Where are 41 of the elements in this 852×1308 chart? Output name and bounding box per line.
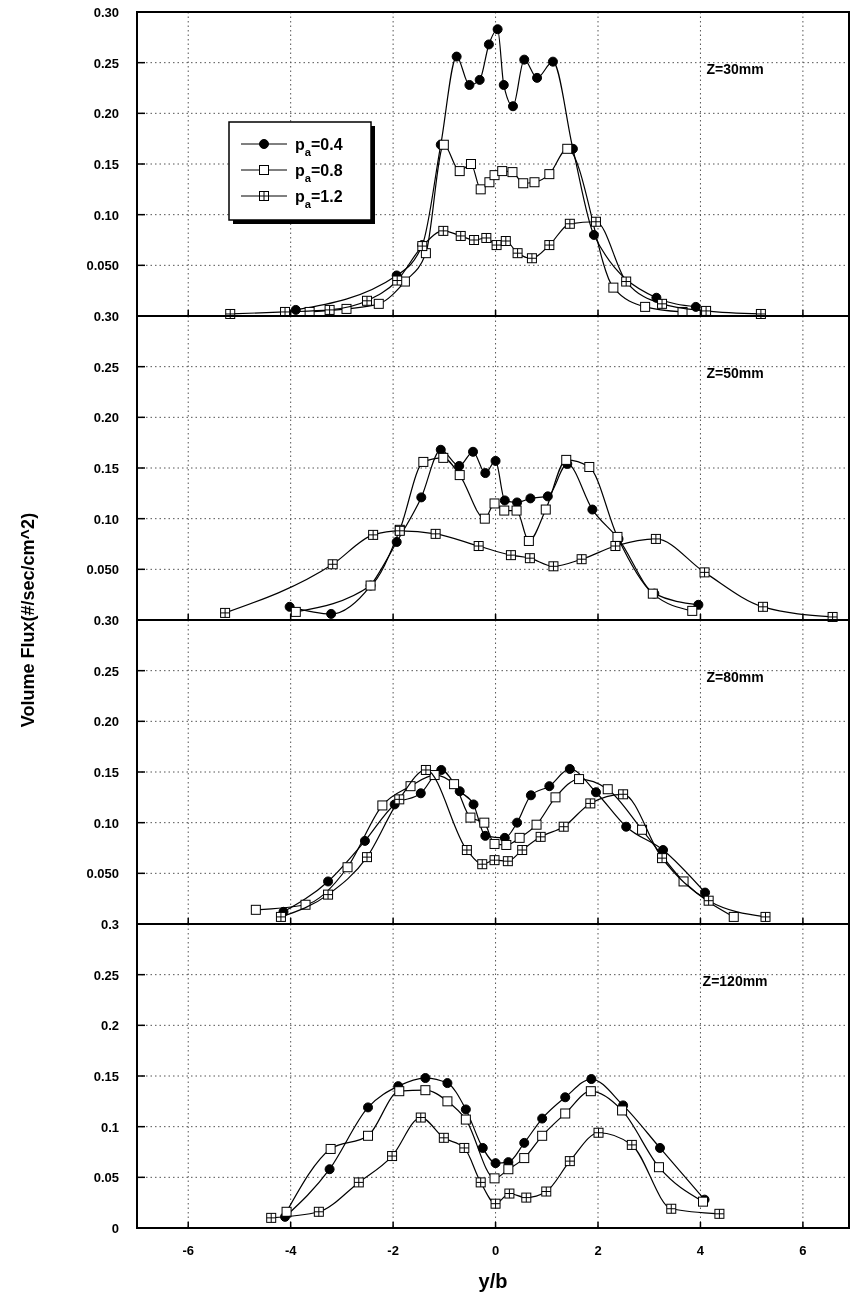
y-tick-label: 0.15 xyxy=(93,157,119,172)
y-tick-label: 0.20 xyxy=(93,106,119,122)
x-tick-label: 6 xyxy=(799,1243,807,1258)
y-tick-label: 0.1 xyxy=(100,1119,119,1135)
annotation: Z=80mm xyxy=(706,669,764,685)
y-tick-label: 0.10 xyxy=(93,511,119,527)
y-tick-label: 0.20 xyxy=(93,410,119,426)
annotation: Z=120mm xyxy=(702,973,768,989)
y-tick-label: 0.25 xyxy=(93,359,119,375)
y-tick-label: 0.30 xyxy=(93,309,119,324)
y-tick-label: 0 xyxy=(111,1221,119,1236)
x-tick-label: 4 xyxy=(696,1243,705,1258)
y-axis-title: Volume Flux(#/sec/cm^2) xyxy=(18,512,38,728)
x-tick-label: -4 xyxy=(284,1243,298,1258)
legend-label: p$_{a}$=1.2 xyxy=(295,188,343,210)
y-tick-label: 0.050 xyxy=(86,866,119,882)
y-tick-label: 0.050 xyxy=(86,258,119,274)
legend-label: p$_{a}$=0.8 xyxy=(295,162,343,184)
y-tick-label: 0.25 xyxy=(93,55,119,71)
y-tick-label: 0.20 xyxy=(93,714,119,730)
annotation: Z=50mm xyxy=(706,365,764,381)
y-tick-label: 0.15 xyxy=(93,1069,119,1084)
x-tick-label: -6 xyxy=(182,1243,194,1258)
y-tick-label: 0.3 xyxy=(100,917,119,932)
y-tick-label: 0.15 xyxy=(93,765,119,780)
y-tick-label: 0.10 xyxy=(93,815,119,831)
y-tick-label: 0.30 xyxy=(93,613,119,628)
x-tick-label: -2 xyxy=(387,1243,399,1258)
y-tick-label: 0.10 xyxy=(93,207,119,223)
y-tick-label: 0.25 xyxy=(93,967,119,983)
annotation: Z=30mm xyxy=(706,61,764,77)
y-tick-label: 0.05 xyxy=(93,1170,119,1186)
x-tick-label: 0 xyxy=(491,1243,500,1258)
x-axis-title: y/b xyxy=(478,1270,508,1292)
y-tick-label: 0.15 xyxy=(93,461,119,476)
y-tick-label: 0.30 xyxy=(93,5,119,20)
y-tick-label: 0.050 xyxy=(86,562,119,578)
legend-label: p$_{a}$=0.4 xyxy=(295,136,343,158)
y-tick-label: 0.25 xyxy=(93,663,119,679)
x-tick-label: 2 xyxy=(594,1243,602,1258)
y-tick-label: 0.2 xyxy=(100,1018,119,1034)
